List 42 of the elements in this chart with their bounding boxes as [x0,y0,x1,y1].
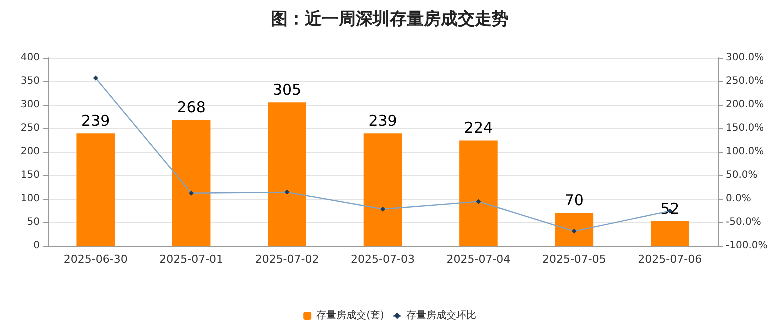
y2-tick-label: 150.0% [726,123,764,134]
data-label: 239 [82,112,110,130]
y2-tick-label: 200.0% [726,100,764,110]
bar [76,134,115,246]
y2-tick-label: 250.0% [726,76,764,87]
bar [460,140,498,246]
x-tick-label: 2025-07-02 [255,253,320,266]
data-label: 268 [177,98,206,117]
legend-label: 存量房成交(套) [316,310,384,322]
y2-tick-label: 0.0% [726,194,752,204]
y-tick-label: 250 [20,123,40,134]
data-label: 70 [564,192,584,210]
y-tick-label: 50 [27,217,40,228]
y-tick-label: 200 [20,146,40,158]
data-label: 224 [464,119,494,138]
bar [555,213,594,246]
y2-tick-label: -100.0% [726,240,768,252]
bar [268,102,306,246]
data-label: 239 [368,112,398,130]
y-tick-label: 100 [20,194,40,204]
x-tick-label: 2025-07-03 [351,253,415,266]
x-tick-label: 2025-07-01 [160,253,224,266]
y-tick-label: 150 [20,170,40,181]
bar [172,120,211,246]
y-tick-label: 400 [20,52,40,64]
y2-tick-label: 50.0% [726,170,758,181]
data-label: 305 [272,81,302,100]
y2-tick-label: -50.0% [726,217,762,228]
x-tick-label: 2025-07-06 [638,253,702,266]
y-tick-label: 0 [34,240,40,252]
legend-label: 存量房成交环比 [406,310,476,322]
y2-tick-label: 300.0% [726,52,764,64]
x-tick-label: 2025-06-30 [64,253,128,266]
chart-title: 图：近一周深圳存量房成交走势 [271,10,509,30]
x-tick-label: 2025-07-05 [542,253,606,266]
y-tick-label: 300 [20,100,40,110]
bar [364,134,402,246]
y2-tick-label: 100.0% [726,146,764,158]
data-label: 52 [660,200,680,218]
y-tick-label: 350 [20,76,40,87]
bar [651,222,690,246]
x-tick-label: 2025-07-04 [446,253,511,266]
